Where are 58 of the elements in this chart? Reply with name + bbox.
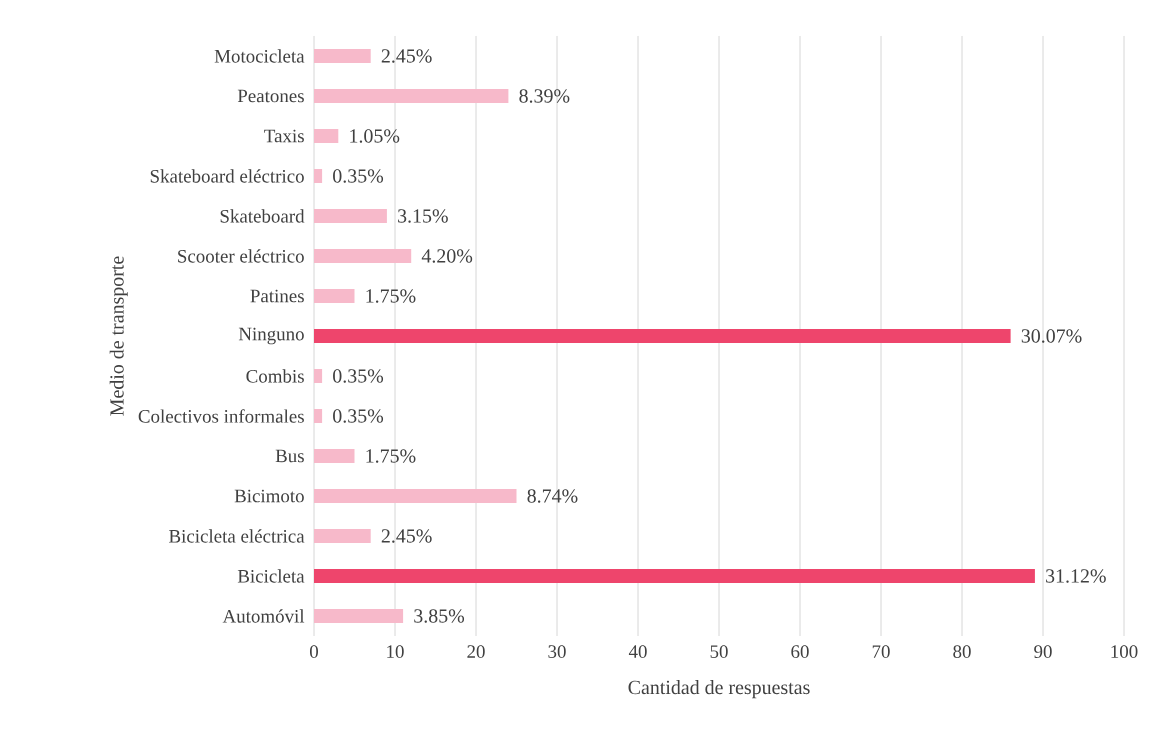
x-tick-label: 40: [628, 645, 647, 658]
bar: [314, 569, 1035, 583]
x-tick-label: 30: [548, 645, 566, 658]
annotation: 0.35%: [333, 169, 384, 183]
x-tick-label: 50: [710, 645, 728, 658]
bar: [314, 409, 323, 423]
y-tick-label: Skateboard eléctrico: [150, 169, 304, 183]
bar: [314, 329, 1011, 343]
x-tick-label: 90: [1034, 645, 1052, 658]
x-axis-title: Cantidad de respuestas: [628, 680, 810, 699]
bar: [314, 88, 509, 103]
annotation: 0.35%: [333, 369, 384, 383]
bar: [314, 489, 517, 503]
x-tick-label: 70: [872, 645, 890, 658]
y-axis-title: Medio de transporte: [109, 256, 128, 416]
bar: [314, 449, 355, 463]
y-tick-label: Bus: [275, 449, 304, 463]
y-tick-label: Taxis: [264, 129, 304, 143]
x-tick-label: 100: [1111, 645, 1138, 658]
y-tick-label: Scooter eléctrico: [178, 249, 304, 263]
x-tick-label: 0: [309, 645, 318, 658]
annotation: 2.45%: [381, 529, 432, 543]
y-tick-label: Motocicleta: [214, 49, 305, 63]
bar: [314, 529, 371, 543]
y-tick-label: Bicicleta: [237, 569, 305, 583]
annotation: 1.75%: [366, 449, 416, 463]
y-tick-label: Bicicleta eléctrica: [169, 529, 305, 543]
bar: [314, 609, 404, 623]
y-tick-label: Patines: [250, 289, 304, 303]
annotation: 1.75%: [366, 289, 416, 303]
annotation: 8.39%: [519, 89, 570, 103]
y-tick-label: Automóvil: [222, 609, 305, 623]
bar: [314, 48, 371, 63]
annotation: 2.45%: [381, 49, 432, 63]
annotation: 31.12%: [1046, 569, 1106, 583]
y-tick-label: Peatones: [237, 89, 304, 103]
y-tick-label: Colectivos informales: [138, 409, 304, 423]
bar: [314, 209, 387, 223]
bar: [314, 249, 412, 263]
bar: [314, 289, 355, 303]
y-tick-label: Combis: [246, 369, 304, 383]
annotation: 1.05%: [350, 129, 400, 143]
annotation: 0.35%: [333, 409, 384, 423]
x-tick-label: 60: [791, 645, 809, 658]
bar: [314, 128, 339, 143]
annotation: 30.07%: [1021, 329, 1082, 343]
y-tick-label: Skateboard: [220, 209, 305, 223]
annotation: 8.74%: [527, 489, 578, 503]
bar: [314, 369, 323, 383]
y-tick-label: Ninguno: [238, 327, 304, 345]
y-tick-label: Bicimoto: [234, 489, 304, 503]
x-tick-label: 80: [953, 645, 971, 658]
x-tick-label: 20: [467, 645, 485, 658]
bar: [314, 168, 323, 183]
annotation: 4.20%: [421, 249, 473, 263]
annotation: 3.15%: [398, 209, 448, 223]
x-tick-label: 10: [387, 645, 404, 658]
annotation: 3.85%: [414, 609, 465, 623]
